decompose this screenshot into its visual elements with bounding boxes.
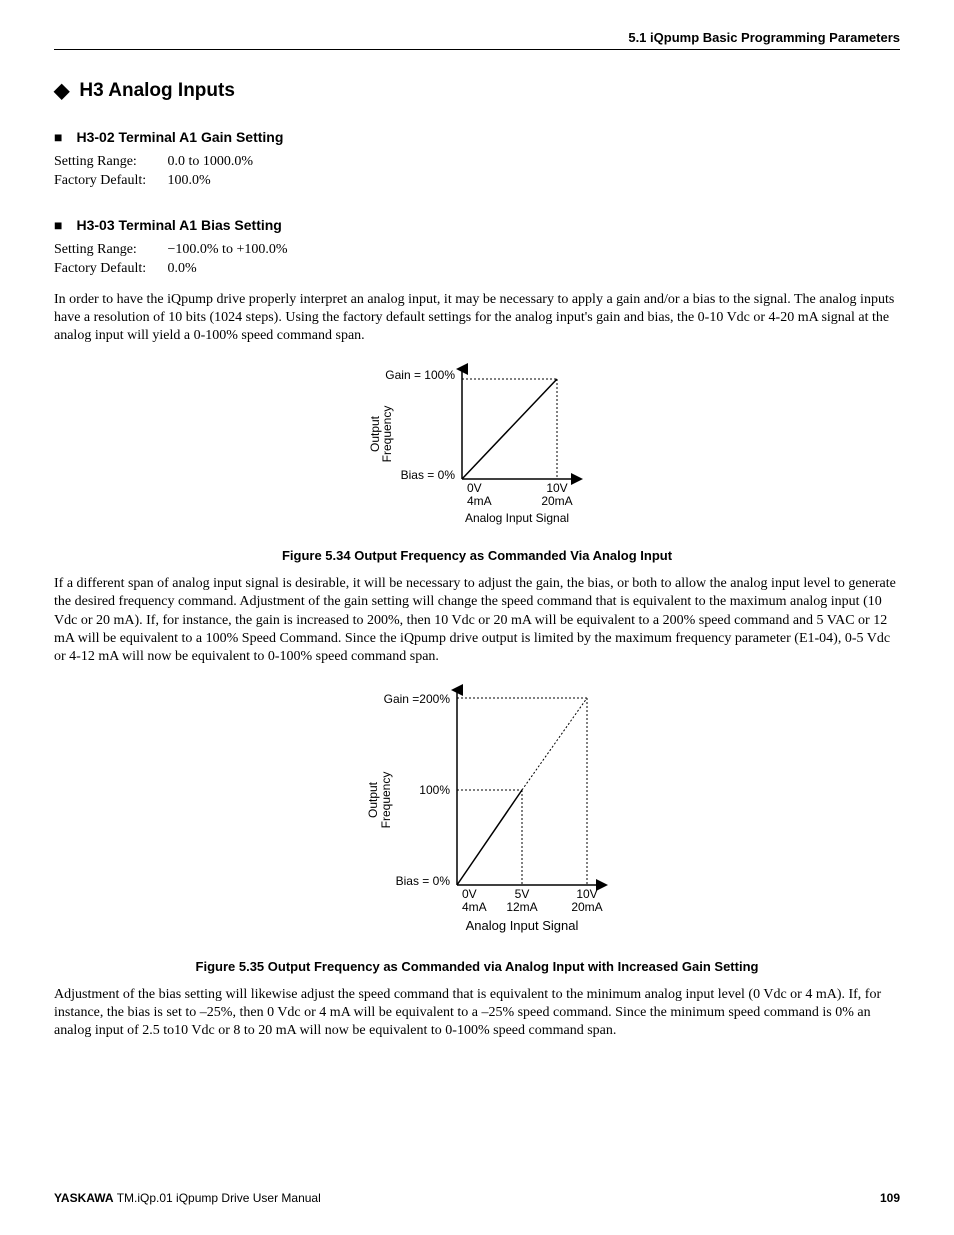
square-icon: ■ xyxy=(54,217,62,233)
figure-5-34-caption: Figure 5.34 Output Frequency as Commande… xyxy=(54,548,900,563)
footer-left: YASKAWA TM.iQp.01 iQpump Drive User Manu… xyxy=(54,1191,321,1205)
diamond-icon: ◆ xyxy=(54,78,69,103)
figure-5-35-caption: Figure 5.35 Output Frequency as Commande… xyxy=(54,959,900,974)
paragraph-2: If a different span of analog input sign… xyxy=(54,575,900,666)
paragraph-1: In order to have the iQpump drive proper… xyxy=(54,291,900,346)
mid-label: 100% xyxy=(419,783,450,797)
page-footer: YASKAWA TM.iQp.01 iQpump Drive User Manu… xyxy=(54,1191,900,1205)
xaxis-label: Analog Input Signal xyxy=(466,918,579,933)
param-setting-range: Setting Range: 0.0 to 1000.0% xyxy=(54,153,900,172)
subsection-title: H3-02 Terminal A1 Gain Setting xyxy=(76,129,283,145)
section-ref: 5.1 iQpump Basic Programming Parameters xyxy=(628,30,900,45)
subsection-h3-03: ■ H3-03 Terminal A1 Bias Setting xyxy=(54,217,900,233)
x1a: 20mA xyxy=(541,494,572,508)
yaxis-label2: Frequency xyxy=(380,406,394,463)
x1a: 12mA xyxy=(506,900,537,914)
param-label: Setting Range: xyxy=(54,153,164,172)
figure-5-35-svg: Gain =200% 100% Bias = 0% 0V 4mA 5V 12mA… xyxy=(307,680,647,940)
param-value: 0.0% xyxy=(168,261,197,276)
section-title: ◆ H3 Analog Inputs xyxy=(54,78,900,103)
yaxis-label2: Frequency xyxy=(379,772,393,829)
page-number: 109 xyxy=(880,1191,900,1205)
figure-5-34: Gain = 100% Bias = 0% 0V 4mA 10V 20mA An… xyxy=(54,359,900,534)
gain-label: Gain = 100% xyxy=(385,368,455,382)
paragraph-3: Adjustment of the bias setting will like… xyxy=(54,986,900,1041)
square-icon: ■ xyxy=(54,129,62,145)
x0a: 4mA xyxy=(467,494,492,508)
subsection-h3-02: ■ H3-02 Terminal A1 Gain Setting xyxy=(54,129,900,145)
x2v: 10V xyxy=(576,887,597,901)
param-label: Factory Default: xyxy=(54,260,164,279)
section-title-text: H3 Analog Inputs xyxy=(79,80,235,102)
param-label: Factory Default: xyxy=(54,172,164,191)
param-factory-default: Factory Default: 100.0% xyxy=(54,172,900,191)
param-value: 0.0 to 1000.0% xyxy=(168,154,254,169)
footer-doc: TM.iQp.01 iQpump Drive User Manual xyxy=(114,1191,321,1205)
gain-label: Gain =200% xyxy=(384,692,451,706)
param-factory-default: Factory Default: 0.0% xyxy=(54,260,900,279)
x2a: 20mA xyxy=(571,900,602,914)
x0a: 4mA xyxy=(462,900,487,914)
x0v: 0V xyxy=(467,481,482,495)
param-value: 100.0% xyxy=(168,173,211,188)
yaxis-label1: Output xyxy=(366,781,380,818)
page-header: 5.1 iQpump Basic Programming Parameters xyxy=(54,30,900,50)
x1v: 5V xyxy=(515,887,530,901)
figure-5-35: Gain =200% 100% Bias = 0% 0V 4mA 5V 12mA… xyxy=(54,680,900,945)
param-setting-range: Setting Range: −100.0% to +100.0% xyxy=(54,241,900,260)
param-label: Setting Range: xyxy=(54,241,164,260)
x1v: 10V xyxy=(546,481,567,495)
x0v: 0V xyxy=(462,887,477,901)
bias-label: Bias = 0% xyxy=(396,874,451,888)
xaxis-label: Analog Input Signal xyxy=(465,511,569,525)
param-value: −100.0% to +100.0% xyxy=(168,242,288,257)
figure-5-34-svg: Gain = 100% Bias = 0% 0V 4mA 10V 20mA An… xyxy=(327,359,627,529)
subsection-title: H3-03 Terminal A1 Bias Setting xyxy=(76,217,281,233)
footer-brand: YASKAWA xyxy=(54,1191,114,1205)
bias-label: Bias = 0% xyxy=(401,468,456,482)
